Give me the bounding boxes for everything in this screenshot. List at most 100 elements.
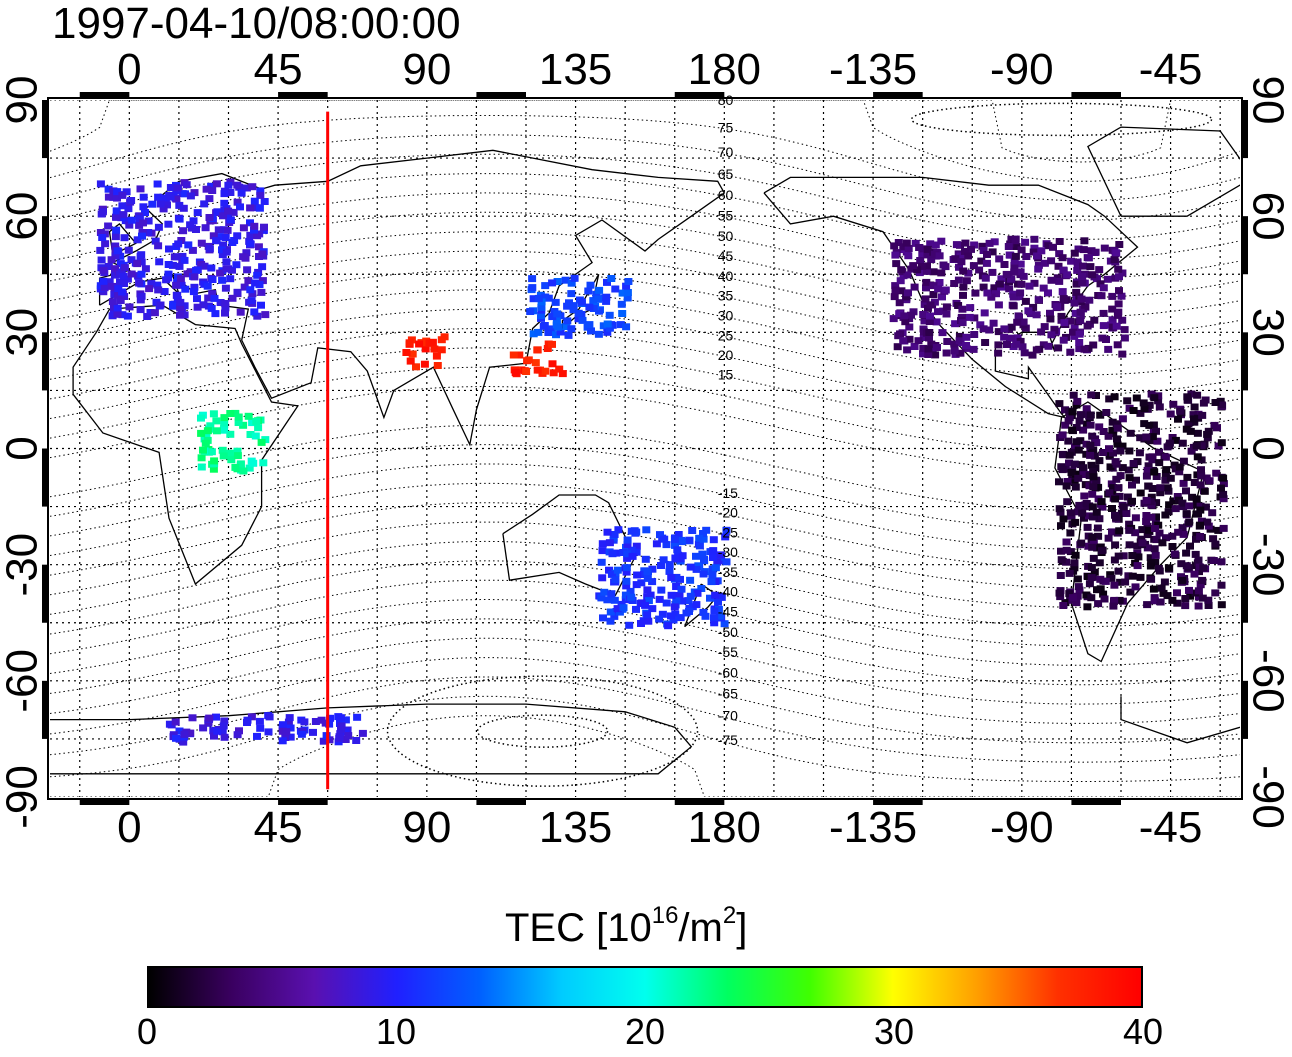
tec-cell [623,554,632,562]
tec-cell [197,429,206,437]
tec-cell [1131,583,1140,591]
tec-cell [246,286,255,294]
tec-cell [1057,312,1066,320]
contour-label: -30 [718,544,738,560]
mlat-contour [50,153,1240,240]
tec-cell [1085,580,1094,588]
tec-cell [930,298,939,306]
tec-cell [1007,334,1016,342]
tec-cell [1087,574,1096,582]
tec-cell [257,288,266,296]
tec-cell [1102,409,1111,416]
tec-cell [569,302,578,310]
tec-cell [1190,479,1199,486]
tec-cell [193,295,201,303]
lat-tick-right: -30 [1244,533,1292,597]
tec-cell [1007,323,1016,331]
tec-cell [1110,581,1119,589]
tec-cell [1192,442,1201,450]
tec-cell [1088,543,1097,551]
tec-cell [1088,513,1097,521]
tec-cell [1219,474,1228,482]
tec-cell [1132,394,1141,402]
tec-cell [678,597,687,605]
tec-cell [1169,400,1178,408]
tec-cell [919,344,928,352]
tec-cell [1162,466,1171,474]
tec-cell [1057,547,1065,555]
contour-labels: 8075706560555045403530252015-15-20-25-30… [718,92,738,748]
frame-bar-top [873,92,923,98]
mlat-contour [50,657,1240,744]
tec-cell [201,439,210,447]
tec-cell [539,322,548,330]
tec-cell [552,331,560,339]
lat-tick-left: -30 [0,533,47,597]
tec-cell [113,310,122,318]
tec-cell [567,290,576,298]
tec-cell [1012,340,1021,348]
tec-cell [595,286,604,294]
tec-cell [714,605,723,613]
tec-cell [709,536,718,544]
tec-cell [1075,417,1084,425]
tec-cell [900,312,909,320]
tec-cell [113,247,122,255]
tec-cell [610,531,619,538]
tec-cell [1163,592,1172,600]
tec-cell [1037,247,1046,255]
tec-cell [1059,266,1068,274]
tec-cell [1119,552,1128,560]
tec-cell [1097,292,1106,300]
tec-cell [1099,322,1108,330]
tec-cell [1089,467,1098,475]
tec-cell [1074,245,1083,253]
tec-cell [175,215,184,223]
tec-cell [896,277,905,285]
tec-cell [164,220,173,228]
tec-cell [205,245,214,253]
tec-cell [133,236,142,244]
tec-cell [1066,317,1075,325]
tec-cell [1144,462,1153,470]
tec-cell [1194,510,1202,518]
tec-cell [628,552,637,560]
tec-cell [224,181,233,189]
tec-cell [248,183,257,191]
frame-ticks [42,92,1248,805]
tec-cell [1081,303,1090,310]
tec-cell [1185,502,1194,510]
tec-cell [1158,539,1167,547]
tec-cell [1091,248,1100,256]
contour-label: 65 [718,166,734,182]
tec-cell [1108,528,1116,536]
tec-cell [990,284,999,292]
tec-cell [211,310,220,318]
tec-cell [1107,480,1116,488]
tec-cell [1071,551,1080,559]
mlat-contour [50,347,1240,434]
tec-cell [199,446,207,454]
tec-cell [251,279,260,287]
tec-cell [125,303,134,311]
tec-cell [127,197,136,204]
tec-cell [1021,297,1030,305]
tec-cell [1155,529,1164,537]
tec-cell [1132,476,1140,484]
tec-cell [180,311,189,319]
tec-cell [935,252,944,260]
tec-cell [1219,495,1228,503]
tec-cell [1133,542,1142,550]
tec-cell [1095,266,1104,274]
tec-cell [241,254,250,262]
tec-cell [1174,415,1182,423]
tec-cell [1192,495,1201,503]
tec-cell [1170,461,1179,469]
tec-cell [1006,251,1015,259]
tec-cell [1087,391,1096,399]
tec-cell [1193,391,1202,399]
tec-cell [1010,268,1019,276]
tec-cell [951,255,960,263]
tec-cell [1099,428,1108,435]
mlat-contour [50,444,1240,531]
